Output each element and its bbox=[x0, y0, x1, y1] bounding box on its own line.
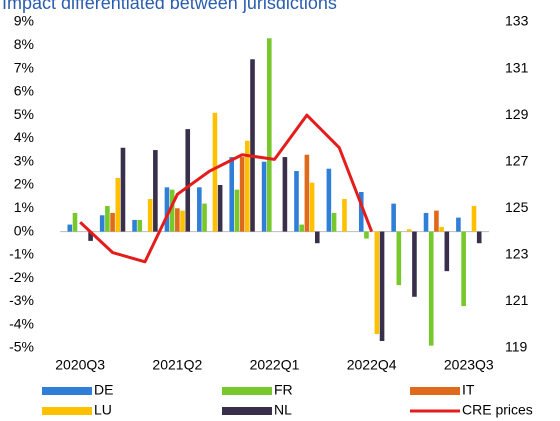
bar bbox=[342, 198, 347, 232]
y2-tick-label: 129 bbox=[505, 106, 529, 122]
y2-tick-label: 123 bbox=[505, 246, 529, 262]
y-tick-label: 4% bbox=[14, 129, 34, 145]
x-tick-label: 2022Q4 bbox=[347, 357, 397, 373]
bar bbox=[229, 157, 235, 232]
bar bbox=[250, 59, 255, 232]
y-tick-label: 7% bbox=[14, 59, 34, 75]
bar bbox=[67, 224, 73, 232]
bar bbox=[331, 212, 337, 232]
bar bbox=[72, 212, 78, 232]
bar bbox=[267, 38, 272, 232]
y-tick-label: -1% bbox=[9, 246, 34, 262]
legend-label: LU bbox=[94, 402, 112, 418]
bar bbox=[374, 231, 380, 335]
bar bbox=[434, 210, 439, 232]
y-tick-label: 6% bbox=[14, 83, 34, 99]
bar bbox=[294, 171, 299, 232]
bar bbox=[245, 140, 250, 232]
y-tick-label: 3% bbox=[14, 152, 34, 168]
bar bbox=[358, 191, 364, 232]
y2-tick-label: 119 bbox=[505, 339, 528, 355]
bar bbox=[185, 129, 191, 232]
bar bbox=[391, 203, 396, 232]
legend-label: DE bbox=[94, 382, 113, 398]
bar bbox=[314, 231, 320, 244]
y2-tick-label: 133 bbox=[505, 13, 529, 29]
legend-label: FR bbox=[274, 382, 293, 398]
y-tick-label: 0% bbox=[14, 222, 34, 238]
legend-label: NL bbox=[274, 402, 292, 418]
legend-swatch bbox=[222, 387, 272, 395]
bar bbox=[132, 219, 137, 232]
y-tick-label: -5% bbox=[9, 339, 34, 355]
bar bbox=[164, 187, 170, 232]
legend-swatch bbox=[222, 407, 272, 415]
y-tick-label: 9% bbox=[14, 13, 34, 29]
bar bbox=[217, 185, 223, 232]
bar bbox=[379, 231, 385, 342]
line bbox=[79, 113, 374, 264]
bar bbox=[471, 205, 477, 232]
bar bbox=[299, 224, 304, 232]
chart-title: Impact differentiated between jurisdicti… bbox=[2, 0, 337, 13]
x-tick-label: 2021Q2 bbox=[152, 357, 202, 373]
bar bbox=[476, 231, 482, 244]
bar bbox=[99, 215, 105, 232]
bar bbox=[120, 147, 126, 232]
bar bbox=[423, 212, 429, 232]
x-tick-label: 2020Q3 bbox=[55, 357, 105, 373]
legend-label: CRE prices bbox=[462, 402, 533, 418]
bar bbox=[212, 112, 218, 232]
bar bbox=[105, 205, 110, 232]
y-tick-label: 1% bbox=[14, 199, 34, 215]
x-tick-label: 2023Q3 bbox=[444, 357, 494, 373]
bar bbox=[396, 231, 402, 286]
legend-swatch bbox=[42, 407, 92, 415]
x-tick-label: 2022Q1 bbox=[250, 357, 300, 373]
bar bbox=[180, 210, 185, 232]
y2-tick-label: 125 bbox=[505, 199, 529, 215]
bar bbox=[115, 178, 121, 232]
bar bbox=[147, 198, 153, 232]
y2-tick-label: 127 bbox=[505, 152, 529, 168]
y2-tick-label: 131 bbox=[505, 59, 529, 75]
y-tick-label: -4% bbox=[9, 315, 34, 331]
bar bbox=[444, 231, 450, 272]
legend-label: IT bbox=[462, 382, 475, 398]
bar bbox=[202, 203, 207, 232]
bar bbox=[137, 219, 143, 232]
y-tick-label: 8% bbox=[14, 36, 34, 52]
bar bbox=[412, 231, 417, 297]
legend-swatch bbox=[42, 387, 92, 395]
bar bbox=[282, 157, 288, 232]
bar bbox=[110, 212, 115, 232]
bar bbox=[197, 187, 202, 232]
y2-tick-label: 121 bbox=[505, 292, 529, 308]
bar bbox=[304, 154, 310, 232]
bar bbox=[439, 226, 444, 232]
y-tick-label: -3% bbox=[9, 292, 34, 308]
bar bbox=[461, 231, 466, 307]
y-tick-label: -2% bbox=[9, 269, 34, 285]
y-tick-label: 5% bbox=[14, 106, 34, 122]
bar bbox=[88, 231, 93, 241]
bar bbox=[175, 208, 180, 232]
bar bbox=[406, 229, 412, 232]
legend-swatch bbox=[410, 387, 460, 395]
bar bbox=[364, 231, 369, 239]
y-tick-label: 2% bbox=[14, 176, 34, 192]
bar bbox=[234, 189, 240, 232]
bar bbox=[428, 231, 434, 346]
bar bbox=[169, 189, 175, 232]
bar bbox=[456, 217, 461, 232]
bar bbox=[239, 157, 245, 232]
bar bbox=[326, 168, 332, 232]
bar bbox=[261, 161, 267, 232]
bar bbox=[153, 150, 158, 232]
bar bbox=[309, 182, 315, 232]
